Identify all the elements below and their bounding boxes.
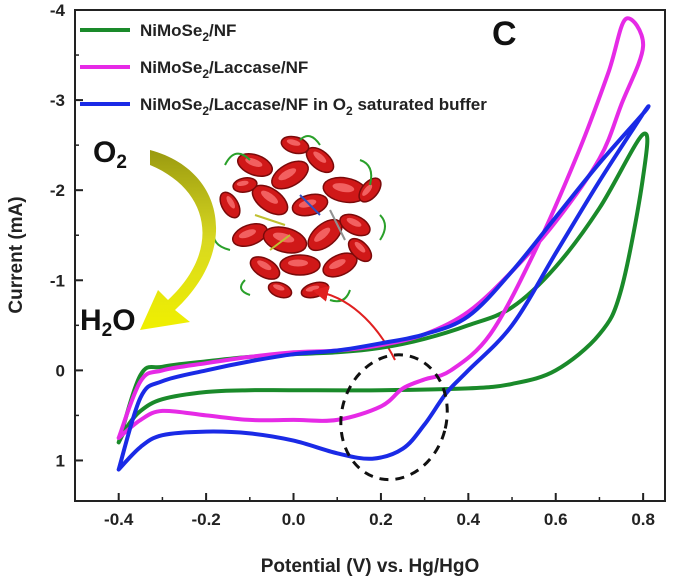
series-line-1 (116, 16, 646, 440)
enzyme-helix-highlight (238, 229, 256, 239)
enzyme-ligand (329, 209, 346, 241)
enzyme-helix-highlight (329, 259, 346, 269)
enzyme-helix-highlight (332, 183, 355, 193)
enzyme-helix-highlight (286, 139, 301, 146)
enzyme-helix-highlight (288, 259, 308, 267)
enzyme-ligand (299, 194, 321, 216)
enzyme-helix-highlight (236, 180, 249, 187)
y-tick-label: -4 (50, 1, 66, 20)
x-tick-label: 0.2 (369, 510, 393, 529)
legend: NiMoSe2/NF NiMoSe2/Laccase/NF NiMoSe2/La… (80, 21, 487, 118)
enzyme-loop (299, 135, 321, 146)
legend-label-green: NiMoSe2/NF (140, 21, 236, 44)
x-axis-ticks: -0.4 -0.2 0.0 0.2 0.4 0.6 0.8 (74, 493, 655, 529)
y-axis-ticks: -4 -3 -2 -1 0 1 (50, 1, 83, 470)
plot-frame (74, 9, 666, 502)
y-tick-label: 1 (56, 451, 65, 470)
enzyme-helix-highlight (261, 190, 278, 204)
highlight-ellipse (339, 353, 449, 482)
enzyme-loop (240, 279, 251, 296)
enzyme-loop (213, 229, 231, 251)
enzyme-loop (224, 152, 251, 166)
y-axis-title: Current (mA) (6, 196, 27, 313)
enzyme-loop (379, 214, 386, 241)
enzyme-helix-highlight (314, 227, 331, 242)
x-tick-label: 0.6 (544, 510, 568, 529)
o2-label: O2 (93, 136, 127, 173)
enzyme-helix-highlight (346, 217, 362, 227)
enzyme-loop (359, 159, 373, 186)
enzyme-helix-highlight (354, 241, 366, 253)
enzyme-helix-highlight (257, 260, 272, 271)
y-tick-label: 0 (56, 361, 65, 380)
legend-label-blue: NiMoSe2/Laccase/NF in O2 saturated buffe… (140, 95, 487, 118)
enzyme-ligand (269, 234, 291, 251)
h2o-label: H2O (80, 304, 136, 341)
enzyme-helix-highlight (313, 151, 327, 163)
y-tick-label: -3 (50, 91, 65, 110)
enzyme-helix-highlight (278, 168, 297, 181)
enzyme-ligand (254, 214, 286, 226)
enzyme-helix-highlight (226, 196, 235, 209)
legend-label-magenta: NiMoSe2/Laccase/NF (140, 58, 308, 81)
y-tick-label: -2 (50, 181, 65, 200)
x-tick-label: 0.4 (457, 510, 481, 529)
x-tick-label: -0.2 (191, 510, 220, 529)
enzyme-helix-highlight (273, 284, 285, 291)
laccase-enzyme-illustration (213, 135, 386, 303)
x-tick-label: -0.4 (104, 510, 134, 529)
x-axis-title: Potential (V) vs. Hg/HgO (261, 556, 480, 577)
x-tick-label: 0.0 (282, 510, 306, 529)
pointer-arrow (312, 285, 396, 361)
y-tick-label: -1 (50, 271, 65, 290)
x-tick-label: 0.8 (631, 510, 655, 529)
series-line-2 (116, 104, 651, 472)
reduction-arrow (140, 150, 217, 330)
series-lines (116, 16, 651, 472)
panel-label: C (492, 15, 517, 53)
enzyme-helix-highlight (362, 184, 373, 196)
